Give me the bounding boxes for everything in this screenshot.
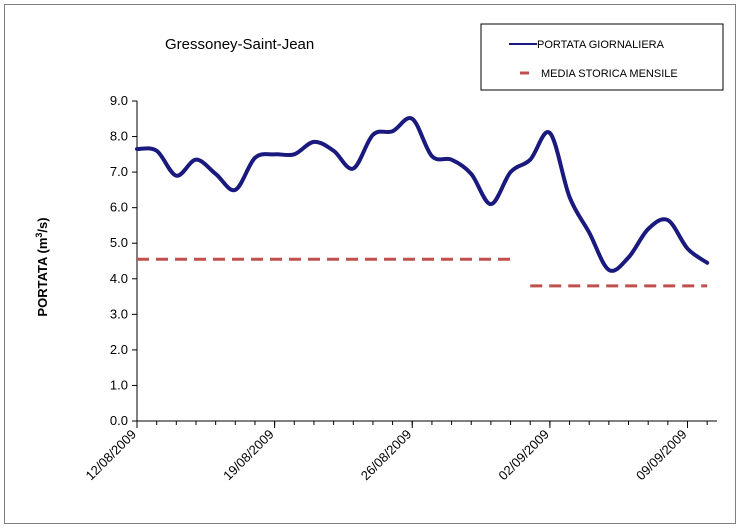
y-tick-label: 0.0: [110, 413, 128, 428]
daily-flow-point: [568, 195, 572, 199]
chart-frame: Gressoney-Saint-Jean PORTATA (m3/s) PORT…: [4, 4, 736, 524]
y-axis-label-sup: 3: [34, 233, 44, 238]
daily-flow-point: [332, 149, 336, 153]
x-tick-label: 19/08/2009: [220, 427, 277, 484]
daily-flow-point: [686, 247, 690, 251]
chart-title: Gressoney-Saint-Jean: [165, 36, 314, 53]
y-tick-label: 1.0: [110, 377, 128, 392]
daily-flow-point: [509, 170, 513, 174]
daily-flow-line: [135, 116, 710, 273]
legend-label-monthly: MEDIA STORICA MENSILE: [541, 68, 678, 80]
daily-flow-point: [273, 152, 277, 156]
daily-flow-point: [135, 147, 139, 151]
daily-flow-point: [233, 188, 237, 192]
y-tick-label: 2.0: [110, 342, 128, 357]
legend: PORTATA GIORNALIERA MEDIA STORICA MENSIL…: [480, 23, 724, 91]
daily-flow-point: [528, 158, 532, 162]
y-axis-label-end: /s): [35, 217, 50, 232]
daily-flow-point: [430, 154, 434, 158]
daily-flow-point: [155, 149, 159, 153]
y-tick-label: 6.0: [110, 200, 128, 215]
y-axis-label: PORTATA (m3/s): [34, 217, 50, 316]
daily-flow-point: [214, 172, 218, 176]
x-tick-label: 26/08/2009: [358, 427, 415, 484]
axes: 0.0 1.0 2.0 3.0 4.0 5.0 6.0 7.0 8.0 9.0 12/08/2009…: [82, 93, 717, 483]
legend-box: [480, 23, 724, 91]
y-axis-label-main: PORTATA (m: [35, 238, 50, 317]
daily-flow-point: [666, 218, 670, 222]
x-tick-label: 02/09/2009: [495, 427, 552, 484]
daily-flow-point: [312, 140, 316, 144]
y-tick-label: 5.0: [110, 235, 128, 250]
daily-flow-point: [627, 255, 631, 259]
legend-label-daily: PORTATA GIORNALIERA: [537, 39, 665, 51]
daily-flow-point: [410, 117, 414, 121]
daily-flow-point: [587, 231, 591, 235]
daily-flow-point: [391, 129, 395, 133]
y-tick-label: 9.0: [110, 93, 128, 108]
y-tick-label: 3.0: [110, 306, 128, 321]
daily-flow-point: [705, 261, 709, 265]
daily-flow-point: [548, 131, 552, 135]
daily-flow-point: [351, 167, 355, 171]
daily-flow-point: [646, 227, 650, 231]
daily-flow-point: [607, 268, 611, 272]
y-tick-label: 8.0: [110, 129, 128, 144]
x-tick-label: 09/09/2009: [633, 427, 690, 484]
daily-flow-point: [174, 174, 178, 178]
daily-flow-point: [489, 202, 493, 206]
daily-flow-point: [469, 172, 473, 176]
daily-flow-point: [194, 158, 198, 162]
daily-flow-point: [253, 156, 257, 160]
y-tick-label: 4.0: [110, 271, 128, 286]
y-tick-label: 7.0: [110, 164, 128, 179]
daily-flow-point: [371, 133, 375, 137]
daily-flow-point: [450, 158, 454, 162]
chart-svg: Gressoney-Saint-Jean PORTATA (m3/s) PORT…: [34, 23, 724, 483]
series-layer: [135, 116, 710, 288]
daily-flow-point: [292, 152, 296, 156]
x-tick-label: 12/08/2009: [82, 427, 139, 484]
